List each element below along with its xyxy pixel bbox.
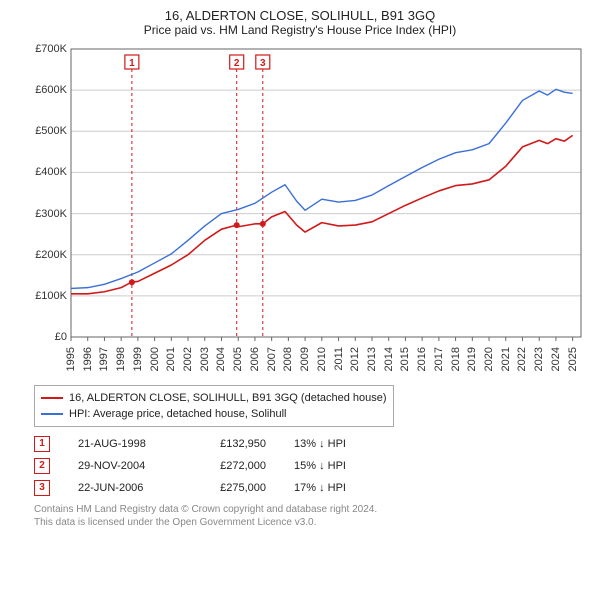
chart-title: 16, ALDERTON CLOSE, SOLIHULL, B91 3GQ xyxy=(10,8,590,23)
svg-text:1: 1 xyxy=(129,58,135,69)
footer-line-1: Contains HM Land Registry data © Crown c… xyxy=(34,503,580,516)
legend-item: 16, ALDERTON CLOSE, SOLIHULL, B91 3GQ (d… xyxy=(41,390,387,406)
y-tick-label: £200K xyxy=(19,249,67,261)
sale-price: £275,000 xyxy=(196,477,266,499)
sale-delta: 13% ↓ HPI xyxy=(294,433,384,455)
x-tick-label: 2018 xyxy=(450,347,462,371)
sale-marker-box: 1 xyxy=(34,436,50,452)
y-tick-label: £400K xyxy=(19,166,67,178)
x-tick-label: 2022 xyxy=(516,347,528,371)
x-tick-label: 2011 xyxy=(333,347,345,371)
x-tick-label: 2024 xyxy=(550,347,562,371)
x-tick-label: 2001 xyxy=(165,347,177,371)
svg-text:2: 2 xyxy=(234,58,240,69)
legend-item: HPI: Average price, detached house, Soli… xyxy=(41,406,387,422)
sale-marker-box: 3 xyxy=(34,480,50,496)
x-tick-label: 2012 xyxy=(349,347,361,371)
x-tick-label: 1997 xyxy=(98,347,110,371)
x-tick-label: 2016 xyxy=(416,347,428,371)
sale-row: 1 21-AUG-1998 £132,950 13% ↓ HPI xyxy=(34,433,580,455)
chart-subtitle: Price paid vs. HM Land Registry's House … xyxy=(10,23,590,37)
sale-row: 2 29-NOV-2004 £272,000 15% ↓ HPI xyxy=(34,455,580,477)
x-tick-label: 2017 xyxy=(433,347,445,371)
x-tick-label: 2008 xyxy=(282,347,294,371)
chart-svg: 1 2 3 xyxy=(15,43,585,343)
x-tick-label: 2003 xyxy=(199,347,211,371)
y-tick-label: £600K xyxy=(19,84,67,96)
x-tick-label: 1998 xyxy=(115,347,127,371)
x-tick-label: 2025 xyxy=(567,347,579,371)
y-tick-label: £300K xyxy=(19,208,67,220)
x-tick-label: 2007 xyxy=(266,347,278,371)
y-tick-label: £100K xyxy=(19,290,67,302)
x-tick-label: 2023 xyxy=(533,347,545,371)
x-tick-label: 2015 xyxy=(399,347,411,371)
x-tick-label: 2020 xyxy=(483,347,495,371)
sale-date: 29-NOV-2004 xyxy=(78,455,168,477)
chart-container: 16, ALDERTON CLOSE, SOLIHULL, B91 3GQ Pr… xyxy=(0,0,600,537)
x-tick-label: 1995 xyxy=(65,347,77,371)
x-tick-label: 2002 xyxy=(182,347,194,371)
y-tick-label: £0 xyxy=(19,331,67,343)
sale-date: 22-JUN-2006 xyxy=(78,477,168,499)
y-tick-label: £500K xyxy=(19,125,67,137)
x-tick-label: 2005 xyxy=(232,347,244,371)
x-tick-label: 2004 xyxy=(215,347,227,371)
sale-price: £272,000 xyxy=(196,455,266,477)
sales-table: 1 21-AUG-1998 £132,950 13% ↓ HPI 2 29-NOV-200… xyxy=(34,433,580,499)
sale-row: 3 22-JUN-2006 £275,000 17% ↓ HPI xyxy=(34,477,580,499)
x-tick-label: 2021 xyxy=(500,347,512,371)
x-tick-label: 2019 xyxy=(466,347,478,371)
legend-swatch xyxy=(41,397,63,399)
x-tick-label: 2014 xyxy=(383,347,395,371)
svg-text:3: 3 xyxy=(260,58,266,69)
y-tick-label: £700K xyxy=(19,43,67,55)
legend-label: HPI: Average price, detached house, Soli… xyxy=(69,406,287,422)
x-tick-label: 2010 xyxy=(316,347,328,371)
sale-delta: 15% ↓ HPI xyxy=(294,455,384,477)
sale-price: £132,950 xyxy=(196,433,266,455)
legend-swatch xyxy=(41,413,63,415)
x-tick-label: 2006 xyxy=(249,347,261,371)
sale-date: 21-AUG-1998 xyxy=(78,433,168,455)
x-tick-label: 1999 xyxy=(132,347,144,371)
footer-line-2: This data is licensed under the Open Gov… xyxy=(34,516,580,529)
plot-area: 1 2 3 £0 £100K £200K £300K £400K £500K £600K £700… xyxy=(15,43,585,343)
x-tick-label: 2013 xyxy=(366,347,378,371)
x-tick-label: 2009 xyxy=(299,347,311,371)
sale-marker-box: 2 xyxy=(34,458,50,474)
sale-delta: 17% ↓ HPI xyxy=(294,477,384,499)
x-tick-label: 1996 xyxy=(82,347,94,371)
footer-attribution: Contains HM Land Registry data © Crown c… xyxy=(34,503,580,529)
x-tick-label: 2000 xyxy=(149,347,161,371)
legend-label: 16, ALDERTON CLOSE, SOLIHULL, B91 3GQ (d… xyxy=(69,390,387,406)
legend: 16, ALDERTON CLOSE, SOLIHULL, B91 3GQ (d… xyxy=(34,385,394,427)
